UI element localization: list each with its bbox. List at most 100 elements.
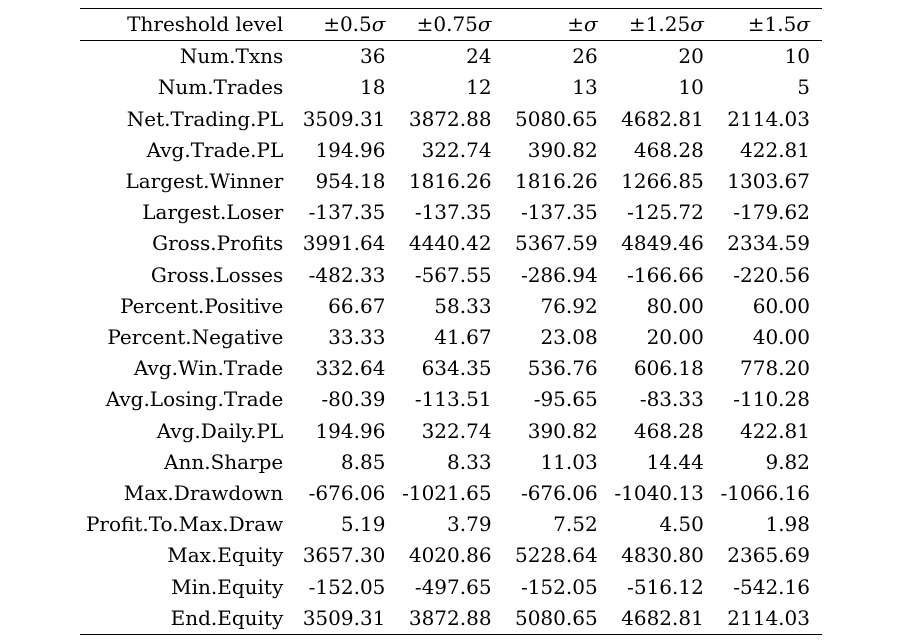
table-cell: 322.74 <box>421 137 492 162</box>
table-cell: 1.98 <box>765 512 810 537</box>
table-cell: 8.85 <box>340 449 386 474</box>
table-cell: 3509.31 <box>291 602 398 636</box>
column-multiplier: 1.25 <box>645 12 691 36</box>
row-label: Percent.Negative <box>107 325 284 350</box>
table-cell: 11.03 <box>540 449 598 474</box>
plus-minus-sign: ± <box>628 12 646 36</box>
table-header: Threshold level ±0.5σ ±0.75σ ±σ ±1.25σ ±… <box>80 7 822 42</box>
table-cell: 5 <box>797 75 810 100</box>
row-label: Avg.Trade.PL <box>146 137 284 162</box>
row-label: Num.Txns <box>179 44 284 69</box>
sigma-symbol: σ <box>690 12 704 36</box>
column-multiplier: 0.75 <box>433 12 478 36</box>
table-cell: 23.08 <box>540 325 598 350</box>
table-cell: 80.00 <box>646 293 704 318</box>
table-cell: 36 <box>359 44 386 69</box>
table-cell: 3.79 <box>447 512 492 537</box>
row-label: Avg.Daily.PL <box>156 418 284 443</box>
table-cell: 1266.85 <box>621 169 704 194</box>
table-cell: 60.00 <box>752 293 810 318</box>
table-cell: 14.44 <box>646 449 704 474</box>
table-cell: 76.92 <box>540 293 598 318</box>
table-cell: -152.05 <box>308 574 386 599</box>
table-cell: -179.62 <box>733 200 810 225</box>
table-cell: -152.05 <box>520 574 598 599</box>
table-cell: -83.33 <box>639 387 704 412</box>
table-cell: -137.35 <box>520 200 598 225</box>
row-label: Gross.Profits <box>152 231 284 256</box>
table-cell: 422.81 <box>740 418 810 443</box>
table-cell: -80.39 <box>321 387 386 412</box>
table-row: Avg.Trade.PL 194.96 322.74 390.82 468.28 422.… <box>80 135 822 166</box>
results-table-container: Threshold level ±0.5σ ±0.75σ ±σ ±1.25σ ±… <box>80 7 822 636</box>
table-cell: 24 <box>466 44 492 69</box>
table-cell: 12 <box>466 75 492 100</box>
table-cell: 1816.26 <box>514 169 598 194</box>
row-label: Percent.Positive <box>120 293 284 318</box>
table-cell: 5228.64 <box>514 543 598 568</box>
table-row: Gross.Profits 3991.64 4440.42 5367.59 4849.4… <box>80 228 822 259</box>
table-row: Net.Trading.PL 3509.31 3872.88 5080.65 4682.… <box>80 104 822 135</box>
plus-minus-sign: ± <box>323 12 340 36</box>
table-cell: 5080.65 <box>503 602 610 636</box>
table-row: Num.Trades 18 12 13 10 5 <box>80 72 822 103</box>
table-cell: 468.28 <box>633 137 704 162</box>
table-cell: 5.19 <box>340 512 386 537</box>
table-cell: -482.33 <box>308 262 386 287</box>
table-cell: 7.52 <box>553 512 598 537</box>
table-cell: -137.35 <box>414 200 492 225</box>
header-row: Threshold level ±0.5σ ±0.75σ ±σ ±1.25σ ±… <box>80 7 822 42</box>
table-row: Num.Txns 36 24 26 20 10 <box>80 41 822 73</box>
row-label: Avg.Losing.Trade <box>105 387 284 412</box>
column-multiplier: 1.5 <box>764 12 797 36</box>
table-cell: 5080.65 <box>514 106 598 131</box>
row-label: Min.Equity <box>171 574 284 599</box>
column-multiplier: 0.5 <box>339 12 372 36</box>
table-cell: 3872.88 <box>408 106 492 131</box>
table-row: Gross.Losses -482.33 -567.55 -286.94 -166.66… <box>80 260 822 291</box>
table-cell: 332.64 <box>315 356 386 381</box>
table-cell: 2114.03 <box>727 106 810 131</box>
table-cell: 40.00 <box>752 325 810 350</box>
row-label: Num.Trades <box>157 75 284 100</box>
row-label: Largest.Loser <box>142 200 284 225</box>
column-header: ±1.5σ <box>715 7 822 42</box>
table-cell: 8.33 <box>447 449 492 474</box>
table-cell: 18 <box>359 75 386 100</box>
row-label: Avg.Win.Trade <box>133 356 284 381</box>
table-cell: -166.66 <box>627 262 704 287</box>
table-cell: 3991.64 <box>302 231 386 256</box>
table-cell: 4849.46 <box>621 231 704 256</box>
table-row: Largest.Loser -137.35 -137.35 -137.35 -125.7… <box>80 197 822 228</box>
table-cell: 4020.86 <box>408 543 492 568</box>
table-cell: 41.67 <box>434 325 492 350</box>
table-cell: 390.82 <box>527 137 598 162</box>
row-label: Max.Drawdown <box>123 481 284 506</box>
table-cell: -110.28 <box>733 387 810 412</box>
sigma-symbol: σ <box>796 12 810 36</box>
table-cell: 4682.81 <box>621 106 704 131</box>
table-cell: 1816.26 <box>408 169 492 194</box>
table-cell: 194.96 <box>315 137 386 162</box>
table-row: End.Equity 3509.31 3872.88 5080.65 4682.81 21… <box>80 602 822 636</box>
table-cell: -567.55 <box>414 262 492 287</box>
row-label: Ann.Sharpe <box>164 449 284 474</box>
table-cell: -137.35 <box>308 200 386 225</box>
table-cell: 778.20 <box>740 356 810 381</box>
table-cell: -113.51 <box>414 387 492 412</box>
table-cell: 2114.03 <box>715 602 822 636</box>
row-label: Largest.Winner <box>125 169 284 194</box>
table-cell: 3872.88 <box>397 602 504 636</box>
table-cell: -676.06 <box>308 481 386 506</box>
table-cell: 26 <box>572 44 598 69</box>
table-row: Avg.Losing.Trade -80.39 -113.51 -95.65 -83.3… <box>80 384 822 415</box>
row-label: Gross.Losses <box>150 262 284 287</box>
table-row: Max.Equity 3657.30 4020.86 5228.64 4830.80 23… <box>80 540 822 571</box>
table-cell: -542.16 <box>733 574 810 599</box>
table-cell: 4830.80 <box>621 543 704 568</box>
sigma-symbol: σ <box>477 12 492 36</box>
plus-minus-sign: ± <box>747 12 765 36</box>
table-cell: 194.96 <box>315 418 386 443</box>
table-cell: 634.35 <box>421 356 492 381</box>
table-cell: -1066.16 <box>720 481 810 506</box>
